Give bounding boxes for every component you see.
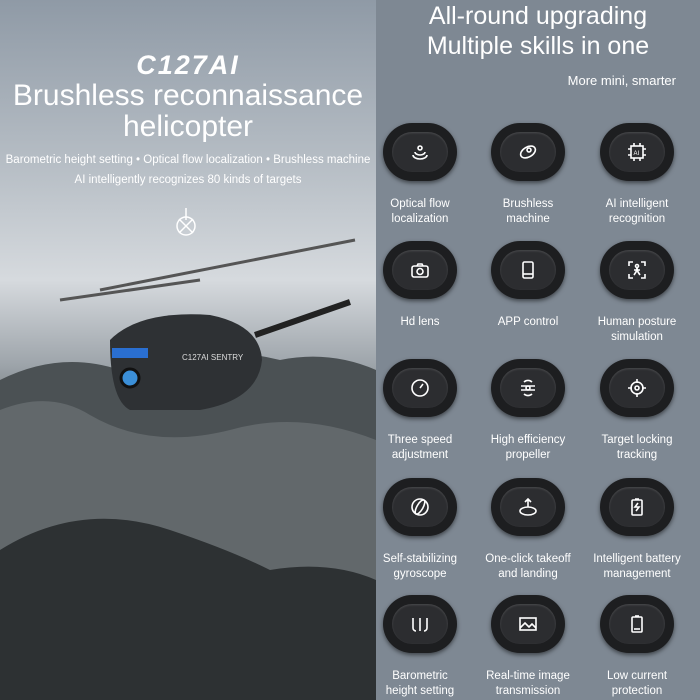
feature-button [491, 595, 565, 653]
feature-label: Three speed adjustment [387, 434, 453, 461]
feature-item: High efficiency propeller [474, 359, 582, 463]
feature-label: Brushless machine [502, 198, 554, 225]
feature-button-inner [392, 132, 448, 172]
feature-label: One-click takeoff and landing [485, 553, 571, 580]
gyroscope-icon [411, 498, 429, 516]
propeller-icon [521, 379, 535, 397]
barometer-icon [412, 618, 428, 632]
feature-label: AI intelligent recognition [605, 198, 669, 225]
feature-button-inner [392, 604, 448, 644]
feature-label: Target locking tracking [601, 434, 673, 461]
hero-panel: C127AI Brushless reconnaissance helicopte… [0, 0, 376, 700]
feature-label: Self-stabilizing gyroscope [382, 553, 458, 580]
feature-button-inner [609, 250, 665, 290]
feature-button-inner [392, 487, 448, 527]
heading: Multiple skills in one [426, 32, 650, 60]
feature-button [383, 478, 457, 536]
feature-button-inner [392, 250, 448, 290]
speedometer-icon [411, 379, 429, 397]
subtitle: Barometric height setting • Optical flow… [5, 154, 371, 166]
feature-button [383, 241, 457, 299]
feature-item: Intelligent battery management [583, 478, 691, 582]
motor-icon [519, 145, 537, 159]
feature-item: One-click takeoff and landing [474, 478, 582, 582]
feature-item: Human posture simulation [583, 241, 691, 345]
feature-button [600, 595, 674, 653]
feature-button-inner [500, 487, 556, 527]
feature-button-inner [392, 368, 448, 408]
feature-label: Barometric height setting [385, 670, 455, 697]
feature-button [600, 478, 674, 536]
feature-button-inner [500, 604, 556, 644]
page-title: Brushless reconnaissance helicopter [0, 80, 376, 142]
feature-button-inner [500, 132, 556, 172]
feature-button-inner: AI [609, 132, 665, 172]
feature-label: Low current protection [606, 670, 668, 697]
svg-text:AI: AI [634, 151, 640, 157]
feature-button-inner [500, 368, 556, 408]
feature-item: Hd lens [366, 241, 474, 330]
takeoff-icon [519, 497, 537, 516]
target-icon [628, 379, 646, 397]
feature-item: Brushless machine [474, 123, 582, 227]
features-panel: All-round upgrading Multiple skills in o… [376, 0, 700, 700]
feature-button [383, 359, 457, 417]
feature-item: Low current protection [583, 595, 691, 699]
feature-button-inner [609, 487, 665, 527]
feature-item: Real-time image transmission [474, 595, 582, 699]
feature-item: Target locking tracking [583, 359, 691, 463]
title-line: helicopter [122, 110, 254, 143]
feature-button-inner [500, 250, 556, 290]
feature-label: Optical flow localization [390, 198, 450, 225]
feature-label: Intelligent battery management [593, 553, 681, 580]
feature-button [491, 359, 565, 417]
brand-logo: C127AI [136, 50, 240, 80]
feature-item: Optical flow localization [366, 123, 474, 227]
camera-icon [411, 263, 429, 278]
battery-icon [631, 498, 643, 516]
feature-item: Barometric height setting [366, 595, 474, 699]
title-line: Brushless reconnaissance [12, 79, 364, 112]
feature-label: APP control [497, 316, 559, 328]
feature-item: APP control [474, 241, 582, 330]
feature-button [383, 595, 457, 653]
image-icon [519, 617, 537, 631]
feature-button [600, 241, 674, 299]
tagline: More mini, smarter [567, 73, 676, 88]
feature-label: Hd lens [400, 316, 440, 328]
feature-button-inner [609, 604, 665, 644]
phone-icon [522, 261, 534, 279]
feature-button [600, 359, 674, 417]
feature-button-inner [609, 368, 665, 408]
human-scan-icon [628, 261, 646, 279]
optical-flow-icon [412, 145, 428, 160]
feature-button [491, 241, 565, 299]
ai-chip-icon: AI [628, 143, 646, 161]
feature-item: Three speed adjustment [366, 359, 474, 463]
feature-button: AI [600, 123, 674, 181]
low-battery-icon [631, 615, 643, 633]
feature-item: AI AI intelligent recognition [583, 123, 691, 227]
helicopter-photo: C127AI SENTRY [0, 238, 376, 700]
feature-item: Self-stabilizing gyroscope [366, 478, 474, 582]
heading: All-round upgrading [428, 2, 648, 30]
feature-label: Real-time image transmission [486, 670, 570, 697]
product-label: C127AI SENTRY [182, 353, 244, 362]
subtitle: AI intelligently recognizes 80 kinds of … [74, 174, 302, 186]
feature-button [383, 123, 457, 181]
feature-button [491, 478, 565, 536]
helicopter-emblem-icon [176, 208, 196, 236]
feature-button [491, 123, 565, 181]
feature-label: High efficiency propeller [490, 434, 566, 461]
feature-label: Human posture simulation [597, 316, 677, 343]
